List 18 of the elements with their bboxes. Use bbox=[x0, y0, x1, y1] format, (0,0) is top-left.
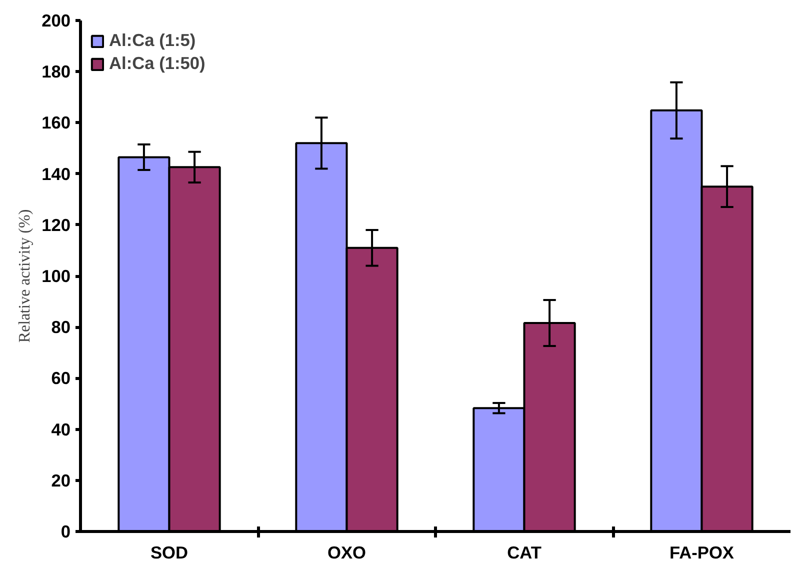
y-tick-label: 80 bbox=[51, 317, 71, 338]
y-tick-label: 180 bbox=[42, 62, 71, 82]
y-tick-label: 20 bbox=[51, 470, 71, 490]
x-tick-label: OXO bbox=[327, 542, 366, 562]
y-tick-label: 40 bbox=[51, 419, 71, 440]
y-axis-title: Relative activity (%) bbox=[16, 209, 34, 343]
x-tick-label: FA-POX bbox=[669, 542, 734, 562]
y-tick-label: 120 bbox=[42, 214, 71, 235]
y-tick-label: 140 bbox=[42, 164, 71, 184]
y-tick-label: 100 bbox=[42, 266, 71, 286]
x-tick-label: SOD bbox=[150, 542, 188, 562]
legend-label: Al:Ca (1:5) bbox=[109, 30, 196, 51]
legend-label: Al:Ca (1:50) bbox=[109, 53, 206, 74]
y-tick-label: 0 bbox=[60, 522, 71, 542]
y-tick-label: 200 bbox=[42, 10, 71, 30]
x-tick-label: CAT bbox=[507, 542, 542, 562]
y-tick-label: 60 bbox=[51, 368, 71, 388]
y-tick-label: 160 bbox=[42, 112, 71, 133]
